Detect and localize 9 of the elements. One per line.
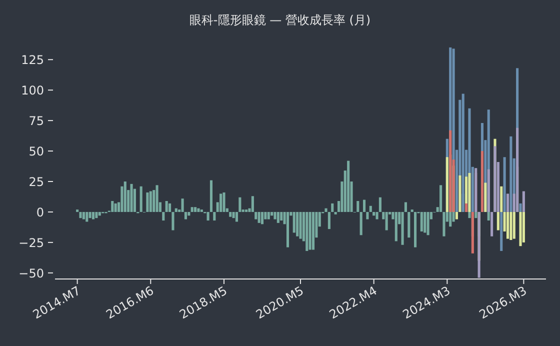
title: 眼科-隱形眼鏡 — 營收成長率 (月) [189, 13, 371, 27]
y-tick-label: 25 [28, 175, 44, 189]
y-tick-label: −25 [18, 236, 44, 250]
y-tick-label: 75 [28, 114, 44, 128]
y-tick-label: 100 [21, 84, 44, 98]
y-tick-label: 50 [28, 144, 44, 159]
y-tick-label: −50 [18, 266, 44, 280]
y-tick-label: 0 [36, 205, 44, 220]
y-tick-label: 125 [21, 53, 44, 68]
